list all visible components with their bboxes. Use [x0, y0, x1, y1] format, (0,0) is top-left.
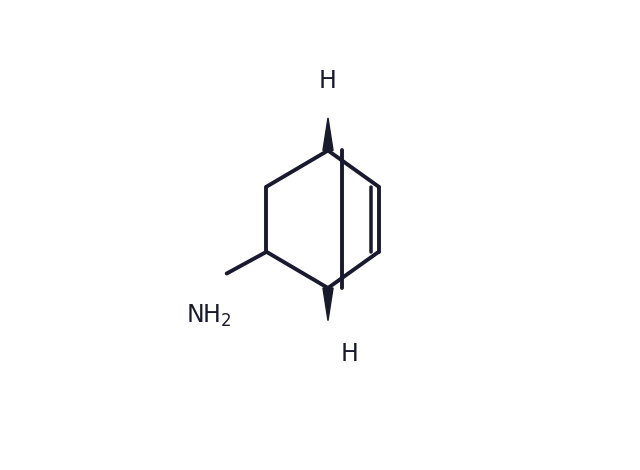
Text: H: H [340, 342, 358, 366]
Polygon shape [323, 288, 333, 321]
Text: NH$_2$: NH$_2$ [186, 303, 232, 329]
Text: H: H [319, 69, 337, 93]
Polygon shape [323, 118, 333, 150]
